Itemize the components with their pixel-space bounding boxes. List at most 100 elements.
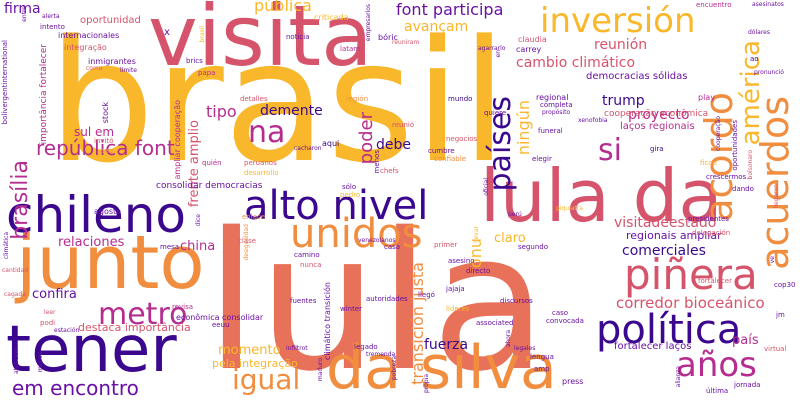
word-x: x <box>164 27 170 38</box>
word-associated: associated <box>476 319 514 327</box>
word-peruanos: peruanos <box>244 159 277 167</box>
word-pinera: piñera <box>624 250 758 299</box>
word-delegacion: delegación <box>692 229 731 237</box>
word-legales: legales <box>514 345 536 352</box>
word-enlace: enlace <box>242 213 266 221</box>
word-peru: perú <box>508 211 522 218</box>
word-menos-2: menos <box>37 352 44 373</box>
word-tener: tener <box>6 313 177 387</box>
word-reuniram: reuniram <box>392 39 420 46</box>
word-fuentes: fuentes <box>290 297 317 305</box>
word-eeuu: eeuu <box>212 321 230 329</box>
word-quiere: quiere <box>484 109 507 117</box>
word-visita: visita <box>148 0 373 85</box>
word-maduro: maduro <box>317 358 324 382</box>
word-confira: confira <box>32 287 77 302</box>
word-clase: clase <box>238 237 257 245</box>
word-agarrarlo: agarrarlo <box>478 45 506 52</box>
word-cacharon: cacharon <box>294 145 322 152</box>
word-relaciones: relaciones <box>58 235 125 250</box>
word-republica-font: república font <box>36 136 175 160</box>
word-casa: casa <box>384 243 401 251</box>
word-chefs: chefs <box>380 167 399 175</box>
word-cooperacao-economica: cooperação econômica <box>604 109 709 119</box>
word-amp: amp <box>534 365 550 373</box>
word-jm: jm <box>776 311 785 319</box>
word-politica: política <box>596 307 742 353</box>
word-consolidar-democracias: consolidar democracias <box>156 181 263 191</box>
word-pedro: pedro <box>340 191 361 199</box>
word-ampliar-cooperacao: ampliar cooperação <box>173 100 182 180</box>
word-sul-em: sul em <box>74 125 115 139</box>
word-frente-amplio: frente amplio <box>187 120 202 208</box>
word-desarrollo: desarrollo <box>244 169 279 177</box>
word-oportunidad: oportunidad <box>80 15 141 26</box>
word-inversion: inversión <box>540 1 696 41</box>
word-podi: podi <box>40 319 56 327</box>
word-jornada: jornada <box>734 381 761 389</box>
word-latam: latam <box>340 45 361 53</box>
word-publica: pública <box>254 0 312 15</box>
word-brasil: brasil <box>48 4 508 200</box>
word-metro: metro <box>98 297 188 332</box>
word-brics: brics <box>186 57 203 65</box>
word-font-participa: font participa <box>396 0 504 19</box>
word-play: play <box>698 93 715 102</box>
word-redondo: redondo <box>346 107 371 114</box>
word-estacion: estación <box>54 327 80 334</box>
word-discursos: discursos <box>500 297 533 305</box>
word-ahora: ahora <box>505 330 512 348</box>
word-economica-consolidar: econômica consolidar <box>176 313 264 322</box>
word-virtual: virtual <box>764 345 787 353</box>
word-regional: regional <box>536 93 569 102</box>
word-comerciales: comerciales <box>622 243 706 259</box>
word-mundo: mundo <box>448 95 473 103</box>
word-intento: intento <box>40 23 65 31</box>
word-boric: bóric <box>378 33 398 42</box>
word-crescermos: crescermos <box>706 173 747 181</box>
word-como: como <box>86 65 103 72</box>
word-lula: lula <box>205 192 548 400</box>
word-dolares: dólares <box>748 29 770 36</box>
word-da-silva: da silva <box>326 333 557 400</box>
word-detalles: detalles <box>240 95 268 103</box>
word-bolsonaro: bolsonaro <box>747 150 754 180</box>
word-ano: ano <box>100 147 114 155</box>
word-pobreza: pobreza <box>391 356 398 381</box>
word-lengua: lengua <box>530 353 554 361</box>
word-bolivergentinternational: bolivergentinternational <box>1 40 9 125</box>
word-destaca-importancia: destaca importância <box>78 321 191 334</box>
word-pela-integracao: pela integração <box>212 357 298 370</box>
word-entre: entre <box>21 6 28 22</box>
word-atencion: atención <box>13 348 20 374</box>
word-corredor-bioceanico: corredor bioceánico <box>616 294 765 312</box>
word-alerta: alerta <box>42 13 60 20</box>
word-presidentes: presidentes <box>688 215 729 223</box>
word-gira: gira <box>650 145 664 153</box>
word-cantidad: cantidad <box>2 267 29 274</box>
word-confiable: confiable <box>434 155 466 163</box>
word-criticada: criticada <box>314 13 349 22</box>
word-brasilia: brasília <box>8 160 33 240</box>
word-climatico-transicion: climático transición <box>323 282 332 361</box>
word-visitadeestado: visitadeestado <box>614 215 717 231</box>
word-negocios: negocios <box>446 135 478 143</box>
word-reunion: reunión <box>594 37 648 53</box>
word-importancia-fortalecer: importância fortalecer <box>39 44 49 145</box>
word-aqui: aqui <box>322 139 340 148</box>
word-limite: límite <box>120 67 137 74</box>
word-caso: caso <box>552 309 569 317</box>
word-empresarios: empresarios <box>365 4 372 42</box>
word-dice: dice <box>195 214 202 227</box>
word-invito: invitó <box>94 137 114 145</box>
word-funeral: funeral <box>538 127 563 135</box>
word-ficou: ficou <box>700 159 717 167</box>
word-igual: años <box>676 345 757 385</box>
word-climatica: climática <box>3 232 10 260</box>
word-lula-da: lula da <box>480 154 723 238</box>
word-regionais-ampliar: regionais ampliar <box>626 229 722 242</box>
word-na: na <box>248 115 286 150</box>
word-ao: ao <box>750 55 759 63</box>
word-internacionales: internacionales <box>58 31 120 40</box>
word-convocada: convocada <box>546 317 584 325</box>
